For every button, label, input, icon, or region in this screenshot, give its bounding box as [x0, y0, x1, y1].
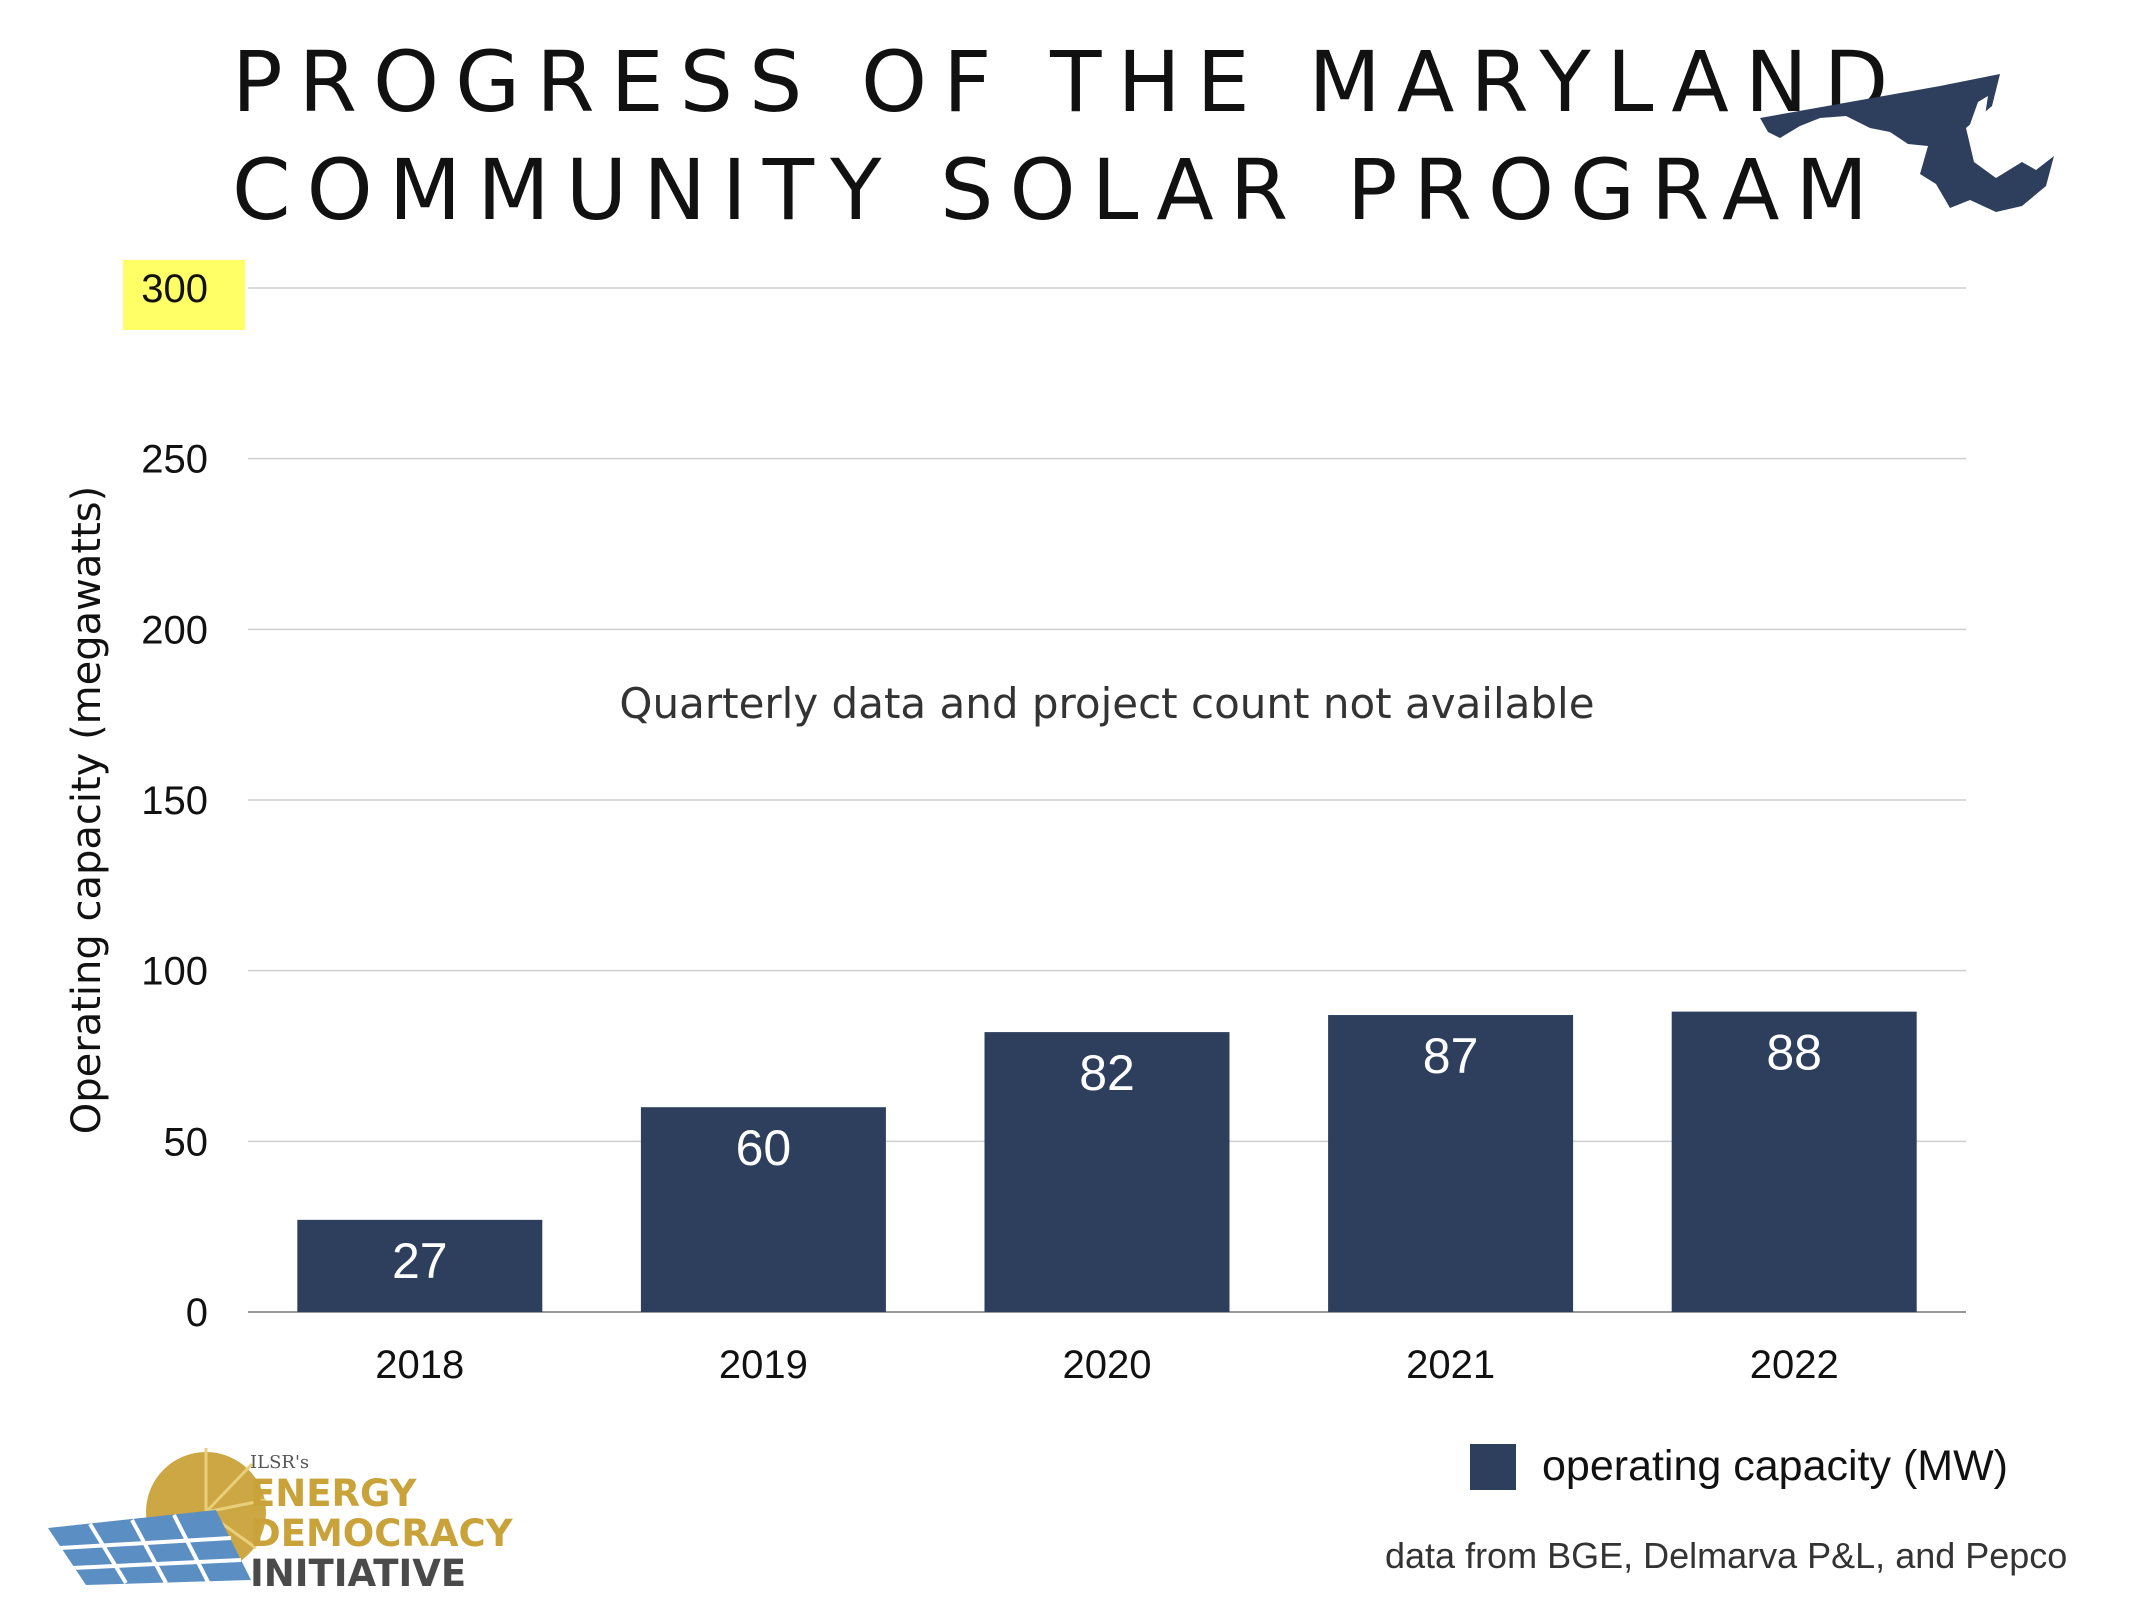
y-tick-label: 200	[141, 608, 208, 652]
x-tick-label: 2018	[375, 1343, 464, 1387]
chart-title: PROGRESS OF THE MARYLAND COMMUNITY SOLAR…	[232, 28, 1905, 244]
source-note: data from BGE, Delmarva P&L, and Pepco	[1385, 1535, 2068, 1576]
x-tick-label: 2020	[1063, 1343, 1152, 1387]
logo-org: ILSR's	[250, 1452, 310, 1473]
y-tick-label: 250	[141, 438, 208, 482]
logo-line-initiative: INITIATIVE	[250, 1552, 467, 1595]
bar	[1671, 1011, 1917, 1312]
data-label: 60	[736, 1120, 792, 1176]
data-label: 88	[1766, 1025, 1822, 1081]
y-tick-label: 300	[141, 267, 208, 311]
annotation-text: Quarterly data and project count not ava…	[619, 679, 1594, 728]
y-tick-label: 50	[164, 1120, 209, 1164]
x-tick-label: 2019	[719, 1343, 808, 1387]
y-axis-label: Operating capacity (megawatts)	[64, 486, 110, 1134]
title-line-2: COMMUNITY SOLAR PROGRAM	[232, 141, 1884, 239]
ilsr-logo-text: ILSR's ENERGY DEMOCRACY INITIATIVE	[250, 1452, 513, 1594]
legend-label: operating capacity (MW)	[1542, 1442, 2008, 1490]
legend-swatch	[1470, 1443, 1516, 1490]
data-label: 87	[1423, 1028, 1479, 1084]
highlight-box	[123, 260, 245, 330]
title-line-1: PROGRESS OF THE MARYLAND	[232, 33, 1905, 131]
y-tick-label: 0	[186, 1291, 208, 1335]
chart-legend: operating capacity (MW)	[1470, 1442, 2008, 1491]
x-tick-label: 2022	[1750, 1343, 1839, 1387]
y-tick-label: 150	[141, 779, 208, 823]
bar	[1328, 1015, 1574, 1312]
bar	[984, 1032, 1230, 1312]
bar	[297, 1219, 543, 1312]
y-tick-label: 100	[141, 950, 208, 994]
data-label: 82	[1079, 1045, 1135, 1101]
ilsr-solar-logo-icon	[48, 1448, 267, 1585]
bar	[640, 1107, 886, 1312]
data-label: 27	[392, 1233, 448, 1289]
maryland-map-icon	[1760, 74, 2054, 212]
logo-line-democracy: DEMOCRACY	[250, 1512, 513, 1555]
logo-line-energy: ENERGY	[250, 1472, 417, 1515]
x-tick-label: 2021	[1406, 1343, 1495, 1387]
